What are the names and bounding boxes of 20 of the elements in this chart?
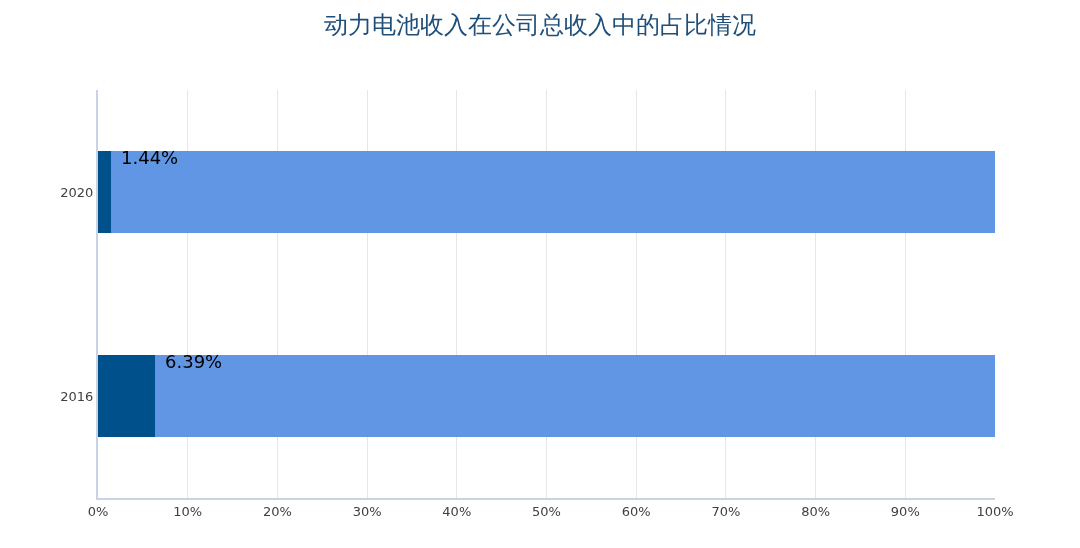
x-tick-label: 100% bbox=[976, 503, 1014, 519]
x-tick-label: 60% bbox=[621, 503, 651, 519]
x-tick-label: 10% bbox=[173, 503, 203, 519]
x-tick-label: 90% bbox=[890, 503, 920, 519]
bar bbox=[155, 355, 995, 437]
data-label: 1.44% bbox=[121, 147, 179, 168]
x-tick-label: 80% bbox=[801, 503, 831, 519]
x-tick-label: 70% bbox=[711, 503, 741, 519]
x-tick-label: 50% bbox=[532, 503, 561, 519]
x-tick-label: 30% bbox=[352, 503, 382, 519]
bar bbox=[98, 151, 111, 233]
bar bbox=[98, 355, 156, 437]
y-tick-label: 2020 bbox=[60, 184, 94, 200]
bar bbox=[110, 151, 995, 233]
x-tick-label: 0% bbox=[87, 503, 109, 519]
y-tick-label: 2016 bbox=[60, 388, 94, 404]
chart-title: 动力电池收入在公司总收入中的占比情况 bbox=[324, 11, 756, 40]
data-label: 6.39% bbox=[165, 351, 223, 372]
x-tick-label: 20% bbox=[262, 503, 292, 519]
x-tick-label: 40% bbox=[442, 503, 472, 519]
